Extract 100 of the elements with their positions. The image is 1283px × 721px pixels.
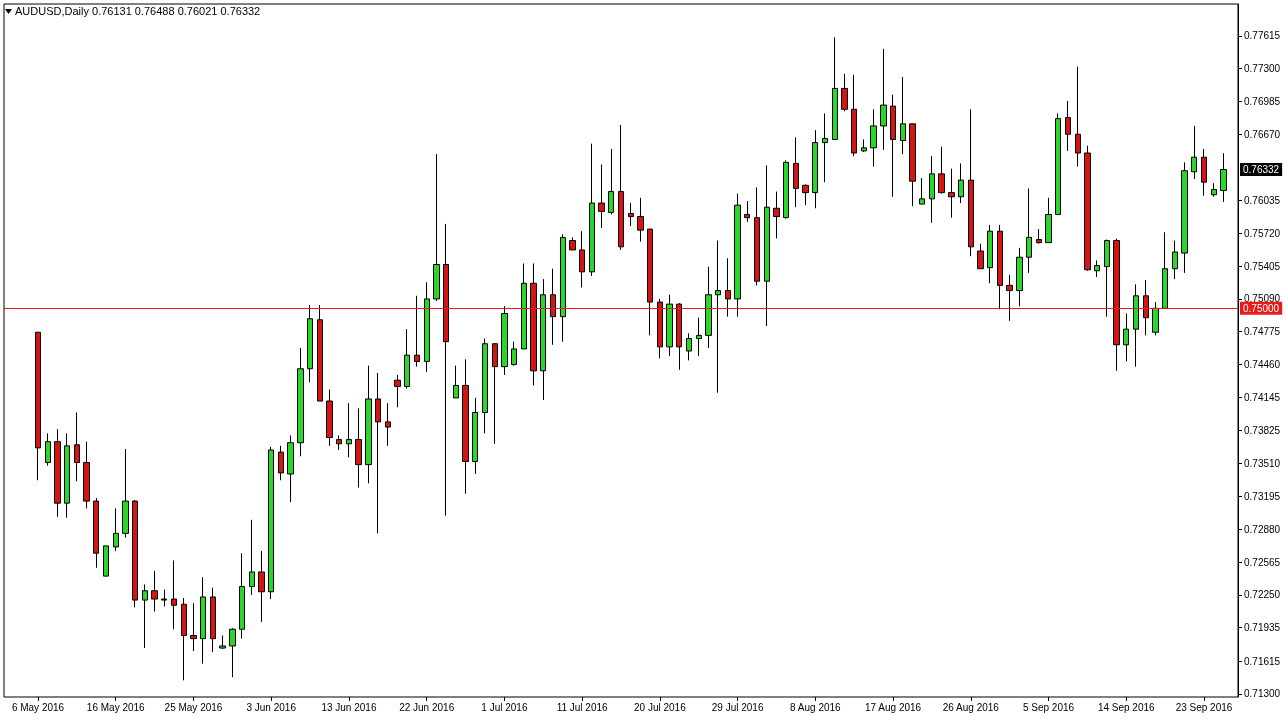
candlestick [657, 298, 663, 359]
x-tick-label: 3 Jun 2016 [246, 701, 297, 713]
candlestick [1220, 152, 1227, 203]
candlestick [492, 343, 498, 445]
y-tick-label: 0.76670 [1244, 128, 1281, 140]
y-tick-label: 0.72880 [1244, 523, 1281, 535]
candlestick [1016, 247, 1023, 307]
candlestick [35, 331, 41, 481]
candlestick [190, 602, 197, 652]
candlestick [530, 262, 537, 386]
y-tick-label: 0.73825 [1244, 425, 1281, 437]
candlestick [637, 197, 644, 243]
candlestick [725, 257, 731, 318]
x-tick-label: 17 Aug 2016 [864, 701, 922, 713]
candlestick [443, 223, 449, 517]
candlestick [686, 332, 692, 361]
candlestick [958, 162, 964, 204]
candlestick [171, 559, 177, 630]
candlestick [754, 186, 760, 286]
y-tick-label: 0.75090 [1244, 293, 1281, 305]
candlestick [666, 294, 673, 357]
candlestick [297, 347, 304, 457]
candlestick [734, 193, 741, 318]
y-tick-label: 0.73195 [1244, 490, 1281, 502]
candlestick [472, 397, 478, 475]
x-tick-label: 6 May 2016 [11, 701, 65, 713]
x-tick-label: 29 Jul 2016 [711, 701, 764, 713]
candlestick [258, 550, 265, 623]
candlestick [278, 445, 284, 481]
candlestick [579, 230, 585, 288]
y-tick-label: 0.75405 [1244, 260, 1281, 272]
candlestick [249, 519, 255, 596]
candlestick [317, 304, 323, 402]
candlestick [433, 153, 440, 302]
candlestick [919, 177, 925, 205]
candlestick [462, 358, 469, 495]
candlestick [355, 407, 362, 489]
candlestick [151, 570, 158, 613]
candlestick [414, 295, 420, 368]
y-tick-label: 0.71300 [1244, 688, 1281, 700]
candlestick [424, 281, 430, 373]
candlestick [550, 268, 556, 346]
y-tick-label: 0.71615 [1244, 655, 1281, 667]
candlestick [1065, 100, 1071, 152]
candlestick [229, 627, 236, 678]
candlestick [744, 200, 750, 223]
candlestick [54, 428, 61, 518]
candlestick [628, 202, 634, 227]
candlestick [45, 432, 51, 467]
candlestick [1094, 259, 1100, 278]
candlestick [900, 76, 906, 155]
x-tick-label: 8 Aug 2016 [790, 701, 842, 713]
candlestick [977, 243, 984, 270]
y-tick-label: 0.72250 [1244, 589, 1281, 601]
candlestick [1211, 182, 1217, 198]
candlestick [1172, 240, 1178, 280]
candlestick [181, 597, 187, 681]
candlestick [1191, 125, 1197, 180]
candlestick [1075, 66, 1081, 168]
candlestick [812, 129, 818, 209]
candlestick [1026, 187, 1032, 274]
y-tick-label: 0.74145 [1244, 391, 1281, 403]
candlestick [909, 123, 916, 207]
candlestick [501, 305, 508, 376]
candlestick [511, 341, 517, 367]
candlestick [822, 112, 828, 183]
candlestick [929, 155, 935, 224]
candlestick [861, 138, 867, 153]
x-tick-label: 25 May 2016 [164, 701, 223, 713]
y-tick-label: 0.75720 [1244, 227, 1281, 239]
candlestick [521, 262, 527, 350]
candlestick [482, 338, 488, 434]
candlestick [968, 108, 974, 257]
candlestick [1181, 161, 1188, 274]
candlestick [793, 136, 799, 208]
candlestick [851, 74, 857, 157]
candlestick [773, 191, 780, 239]
y-tick-label: 0.76035 [1244, 194, 1281, 206]
candlestick [287, 434, 294, 503]
x-tick-label: 16 May 2016 [86, 701, 146, 713]
candlestick [647, 228, 653, 336]
candlestick [326, 389, 333, 447]
candlestick [375, 372, 381, 534]
candlestick [1045, 197, 1052, 244]
candlestick [1133, 283, 1139, 368]
y-tick-label: 0.76985 [1244, 95, 1281, 107]
y-tick-label: 0.73510 [1244, 458, 1281, 470]
candlestick [74, 412, 80, 482]
y-tick-label: 0.77615 [1244, 30, 1281, 42]
candlestick [103, 545, 109, 577]
ref-line-label: 0.75000 [1243, 302, 1280, 314]
candlestick [365, 365, 372, 484]
candlestick [589, 143, 595, 277]
candlestick [1104, 239, 1110, 318]
candlestick [142, 583, 148, 649]
y-tick-label: 0.71935 [1244, 622, 1281, 634]
candlestick [346, 402, 352, 458]
candlestick [938, 146, 945, 195]
x-tick-label: 22 Jun 2016 [399, 701, 455, 713]
candlestick [1123, 313, 1129, 362]
